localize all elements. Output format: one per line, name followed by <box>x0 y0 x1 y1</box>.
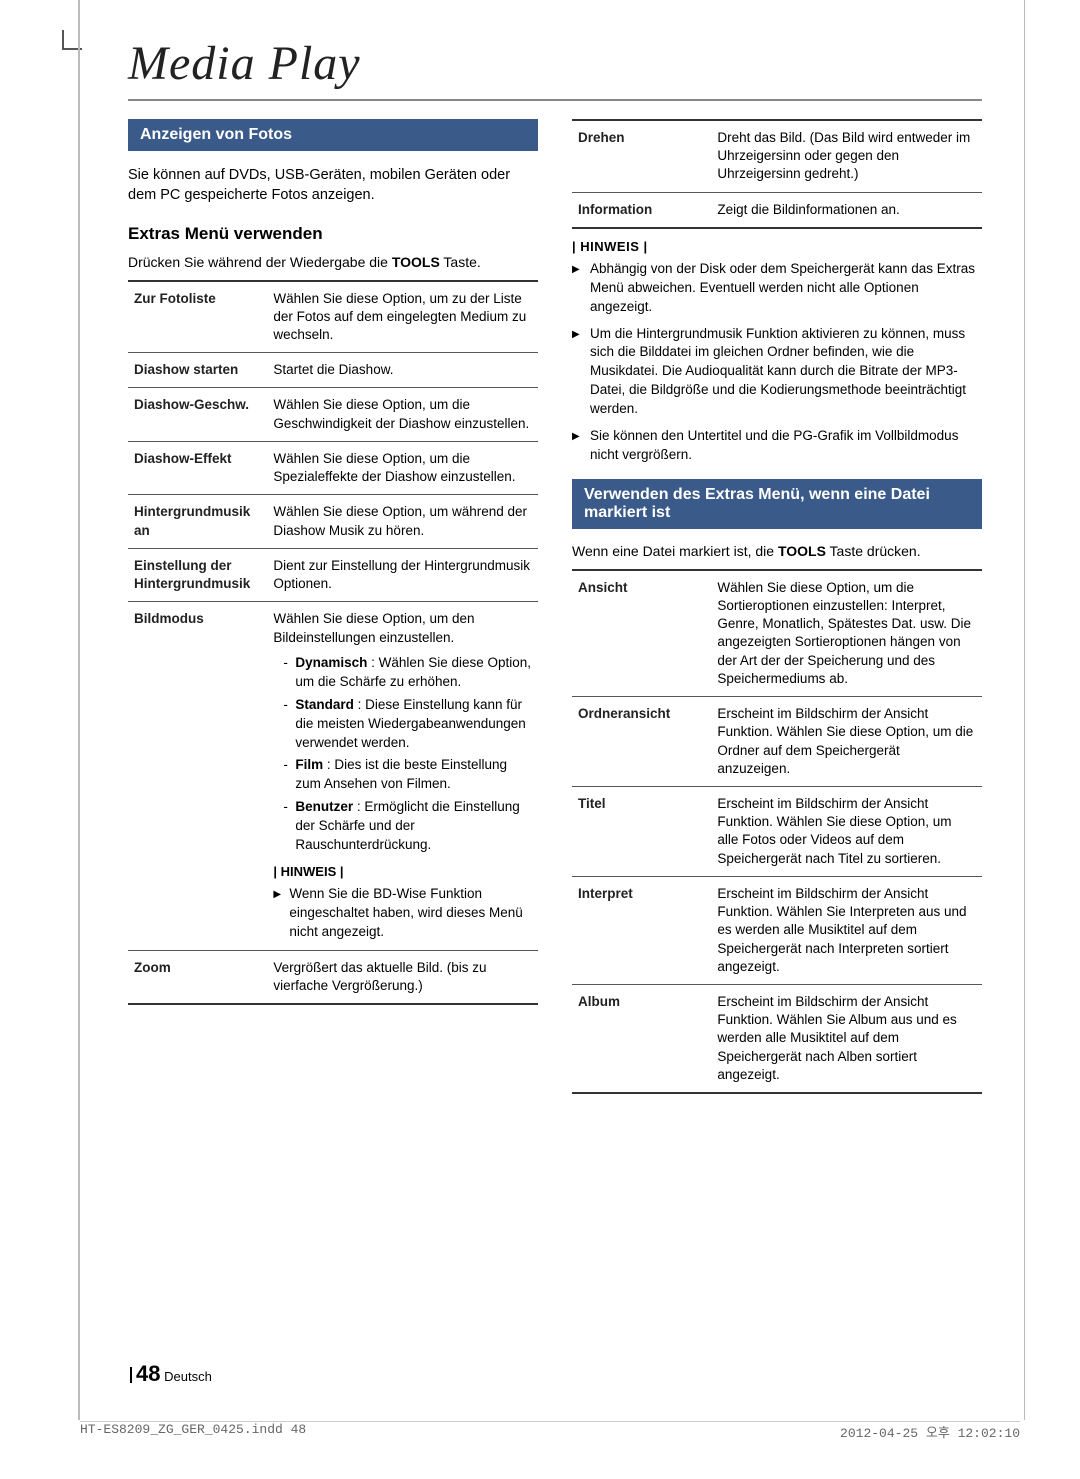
opt-val: Zeigt die Bildinformationen an. <box>711 192 982 228</box>
sub-instruction: Drücken Sie während der Wiedergabe die T… <box>128 254 538 270</box>
sub-instr-pre: Drücken Sie während der Wiedergabe die <box>128 254 392 270</box>
page-lang: Deutsch <box>164 1369 212 1384</box>
opt-val-bildmodus: Wählen Sie diese Option, um den Bildeins… <box>267 602 538 951</box>
print-timestamp: 2012-04-25 오후 12:02:10 <box>840 1422 1020 1441</box>
opt-key: Ansicht <box>572 570 711 697</box>
opt-val: Wählen Sie diese Option, um zu der Liste… <box>267 281 538 353</box>
opt-val: Dient zur Einstellung der Hintergrundmus… <box>267 548 538 601</box>
list-item: Dynamisch : Wählen Sie diese Option, um … <box>283 654 532 692</box>
print-footer: HT-ES8209_ZG_GER_0425.indd 48 2012-04-25… <box>80 1421 1020 1441</box>
right-column: DrehenDreht das Bild. (Das Bild wird ent… <box>572 119 982 1094</box>
table-row: TitelErscheint im Bildschirm der Ansicht… <box>572 786 982 876</box>
opt-val: Vergrößert das aktuelle Bild. (bis zu vi… <box>267 950 538 1004</box>
left-column: Anzeigen von Fotos Sie können auf DVDs, … <box>128 119 538 1094</box>
bildmodus-lead: Wählen Sie diese Option, um den Bildeins… <box>273 610 532 648</box>
page-footer: 48 Deutsch <box>130 1361 212 1387</box>
options-table-right-top: DrehenDreht das Bild. (Das Bild wird ent… <box>572 119 982 229</box>
notes-list: Abhängig von der Disk oder dem Speicherg… <box>572 260 982 465</box>
opt-val: Wählen Sie diese Option, um während der … <box>267 495 538 548</box>
opt-key: Drehen <box>572 120 711 192</box>
note-item: Abhängig von der Disk oder dem Speicherg… <box>572 260 982 317</box>
opt-val: Erscheint im Bildschirm der Ansicht Funk… <box>711 786 982 876</box>
list-item: Benutzer : Ermöglicht die Einstellung de… <box>283 798 532 855</box>
list-item: Standard : Diese Einstellung kann für di… <box>283 696 532 753</box>
opt-val: Erscheint im Bildschirm der Ansicht Funk… <box>711 697 982 787</box>
table-row: Hintergrundmusik anWählen Sie diese Opti… <box>128 495 538 548</box>
opt-val: Erscheint im Bildschirm der Ansicht Funk… <box>711 984 982 1093</box>
opt-key: Album <box>572 984 711 1093</box>
opt-key: Einstellung der Hintergrundmusik <box>128 548 267 601</box>
opt-key: Hintergrundmusik an <box>128 495 267 548</box>
section-instruction: Wenn eine Datei markiert ist, die TOOLS … <box>572 543 982 559</box>
title-rule <box>128 99 982 101</box>
opt-val: Wählen Sie diese Option, um die Speziale… <box>267 441 538 494</box>
crop-mark <box>44 30 64 50</box>
options-table-left: Zur FotolisteWählen Sie diese Option, um… <box>128 280 538 1006</box>
sub-instr-post: Taste. <box>440 254 481 270</box>
list-item: Film : Dies ist die beste Einstellung zu… <box>283 756 532 794</box>
subhead-extras: Extras Menü verwenden <box>128 224 538 244</box>
hinweis-label: | HINWEIS | <box>572 239 982 254</box>
bildmodus-note: Wenn Sie die BD-Wise Funktion eingeschal… <box>273 885 532 942</box>
table-row: ZoomVergrößert das aktuelle Bild. (bis z… <box>128 950 538 1004</box>
table-row: AlbumErscheint im Bildschirm der Ansicht… <box>572 984 982 1093</box>
section-header-photos: Anzeigen von Fotos <box>128 119 538 151</box>
table-row: Diashow startenStartet die Diashow. <box>128 353 538 388</box>
note-item: Um die Hintergrundmusik Funktion aktivie… <box>572 325 982 419</box>
table-row-bildmodus: Bildmodus Wählen Sie diese Option, um de… <box>128 602 538 951</box>
opt-key: Bildmodus <box>128 602 267 951</box>
opt-val: Erscheint im Bildschirm der Ansicht Funk… <box>711 876 982 984</box>
hinweis-label: | HINWEIS | <box>273 863 532 881</box>
table-row: OrdneransichtErscheint im Bildschirm der… <box>572 697 982 787</box>
options-table-right: AnsichtWählen Sie diese Option, um die S… <box>572 569 982 1094</box>
opt-val: Wählen Sie diese Option, um die Sortiero… <box>711 570 982 697</box>
opt-key: Ordneransicht <box>572 697 711 787</box>
table-row: Diashow-Geschw.Wählen Sie diese Option, … <box>128 388 538 441</box>
page-number: 48 <box>136 1361 160 1386</box>
table-row: InterpretErscheint im Bildschirm der Ans… <box>572 876 982 984</box>
opt-key: Diashow-Effekt <box>128 441 267 494</box>
opt-key: Zoom <box>128 950 267 1004</box>
table-row: AnsichtWählen Sie diese Option, um die S… <box>572 570 982 697</box>
table-row: Einstellung der HintergrundmusikDient zu… <box>128 548 538 601</box>
opt-val: Wählen Sie diese Option, um die Geschwin… <box>267 388 538 441</box>
page-frame: Media Play Anzeigen von Fotos Sie können… <box>78 0 1024 1420</box>
scan-line <box>1024 0 1025 1420</box>
opt-key: Diashow-Geschw. <box>128 388 267 441</box>
page-title: Media Play <box>128 36 982 91</box>
opt-key: Information <box>572 192 711 228</box>
opt-key: Diashow starten <box>128 353 267 388</box>
table-row: Zur FotolisteWählen Sie diese Option, um… <box>128 281 538 353</box>
table-row: DrehenDreht das Bild. (Das Bild wird ent… <box>572 120 982 192</box>
opt-val: Startet die Diashow. <box>267 353 538 388</box>
table-row: Diashow-EffektWählen Sie diese Option, u… <box>128 441 538 494</box>
opt-key: Interpret <box>572 876 711 984</box>
opt-key: Titel <box>572 786 711 876</box>
intro-text: Sie können auf DVDs, USB-Geräten, mobile… <box>128 165 538 206</box>
sub-instr-bold: TOOLS <box>392 254 440 270</box>
section-header-extras-marked: Verwenden des Extras Menü, wenn eine Dat… <box>572 479 982 529</box>
note-item: Sie können den Untertitel und die PG-Gra… <box>572 427 982 465</box>
opt-val: Dreht das Bild. (Das Bild wird entweder … <box>711 120 982 192</box>
table-row: InformationZeigt die Bildinformationen a… <box>572 192 982 228</box>
bildmodus-list: Dynamisch : Wählen Sie diese Option, um … <box>273 654 532 855</box>
opt-key: Zur Fotoliste <box>128 281 267 353</box>
print-file: HT-ES8209_ZG_GER_0425.indd 48 <box>80 1422 306 1441</box>
